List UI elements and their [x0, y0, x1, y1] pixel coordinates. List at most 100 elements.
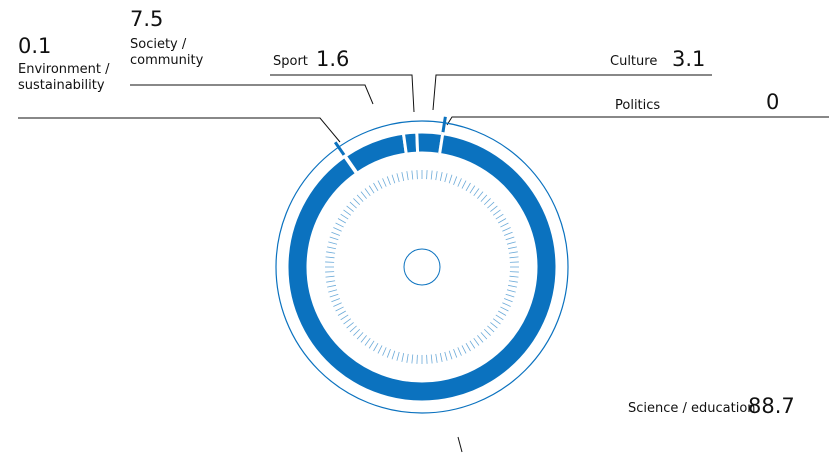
tick-decoration — [480, 332, 488, 340]
tick-decoration — [483, 198, 491, 206]
tick-decoration — [396, 173, 400, 183]
tick-decoration — [333, 227, 342, 232]
tick-decoration — [373, 343, 379, 352]
tick-decoration — [353, 198, 361, 206]
tick-decoration — [448, 350, 453, 360]
tick-decoration — [430, 354, 433, 364]
tick-decoration — [331, 298, 340, 303]
tick-decoration — [473, 188, 480, 197]
tick-decoration — [444, 351, 448, 361]
tick-decoration — [326, 251, 336, 254]
leader-line — [270, 74, 415, 113]
tick-decoration — [465, 182, 471, 191]
tick-decoration — [325, 256, 335, 259]
tick-decoration — [498, 218, 507, 224]
tick-decoration — [396, 351, 400, 361]
tick-decoration — [500, 222, 509, 228]
tick-decoration — [502, 302, 511, 307]
tick-decoration — [335, 306, 344, 312]
tick-decoration — [382, 178, 387, 187]
tick-decoration — [506, 289, 516, 293]
tick-decoration — [386, 349, 391, 358]
tick-decoration — [508, 251, 518, 254]
tick-decoration — [329, 236, 339, 241]
tick-decoration — [343, 318, 352, 325]
leader-line — [130, 84, 374, 105]
tick-decoration — [492, 209, 501, 216]
tick-decoration — [356, 332, 364, 340]
value-label: 88.7 — [748, 394, 795, 418]
tick-decoration — [457, 178, 462, 187]
tick-decoration — [327, 246, 337, 250]
tick-decoration — [435, 353, 438, 363]
tick-decoration — [325, 275, 335, 278]
tick-decoration — [386, 176, 391, 185]
leader-line — [18, 117, 341, 143]
tick-decoration — [500, 306, 509, 312]
tick-decoration — [495, 314, 504, 321]
tick-decoration — [346, 322, 354, 329]
tick-decoration — [430, 170, 433, 180]
tick-decoration — [498, 310, 507, 316]
tick-decoration — [504, 231, 513, 236]
tick-decoration — [487, 201, 495, 209]
tick-decoration — [490, 205, 498, 212]
tick-decoration — [507, 284, 517, 288]
tick-decoration — [411, 354, 414, 364]
tick-decoration — [457, 347, 462, 356]
value-label: 0 — [766, 90, 780, 114]
leaders — [18, 74, 829, 453]
tick-decoration — [329, 293, 339, 298]
tick-decoration — [391, 350, 396, 360]
value-label: 3.1 — [672, 47, 706, 71]
tick-decoration — [346, 205, 354, 212]
tick-decoration — [469, 185, 476, 194]
value-label: 7.5 — [130, 7, 164, 31]
tick-decoration — [439, 172, 443, 182]
tick-decoration — [360, 335, 367, 343]
tick-decoration — [377, 180, 383, 189]
tick-decoration — [328, 289, 338, 293]
tick-decoration — [453, 176, 458, 185]
tick-decoration — [505, 236, 515, 241]
category-label: Politics — [615, 98, 661, 113]
tick-decoration — [340, 213, 349, 220]
leader-line — [446, 116, 829, 126]
tick-decoration — [509, 256, 519, 259]
category-label: Environment / sustainability — [18, 62, 110, 93]
tick-decoration — [353, 328, 361, 336]
tick-decoration — [364, 337, 371, 346]
tick-decoration — [333, 302, 342, 307]
leader-line — [432, 74, 712, 111]
tick-decoration — [349, 201, 357, 209]
tick-decoration — [340, 314, 349, 321]
tick-decoration — [373, 182, 379, 191]
tick-decoration — [326, 280, 336, 283]
tick-decoration — [508, 280, 518, 283]
tick-decoration — [377, 345, 383, 354]
tick-decoration — [435, 171, 438, 181]
tick-decoration — [461, 180, 467, 189]
tick-decoration — [473, 337, 480, 346]
outer-ring — [275, 120, 569, 414]
tick-decoration — [337, 310, 346, 316]
tick-decoration — [490, 322, 498, 329]
tick-decoration — [461, 345, 467, 354]
tick-decoration — [343, 209, 352, 216]
category-label: Culture — [610, 54, 658, 69]
category-label: Sport — [273, 54, 308, 69]
tick-decoration — [504, 298, 513, 303]
category-label: Society / community — [130, 37, 204, 68]
tick-decoration — [360, 191, 367, 199]
tick-decoration — [480, 194, 488, 202]
tick-decoration — [483, 328, 491, 336]
category-label: Science / education — [628, 401, 756, 416]
leader-line — [457, 436, 463, 453]
tick-decoration — [507, 246, 517, 250]
tick-decoration — [391, 174, 396, 184]
value-label: 0.1 — [18, 34, 52, 58]
tick-decoration — [492, 318, 501, 325]
tick-decoration — [502, 227, 511, 232]
